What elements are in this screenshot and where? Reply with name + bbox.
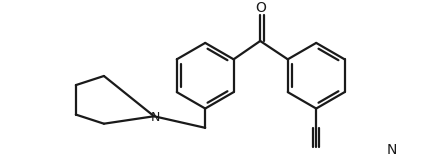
Text: O: O [255, 1, 266, 15]
Text: N: N [386, 143, 397, 157]
Text: N: N [150, 111, 160, 124]
